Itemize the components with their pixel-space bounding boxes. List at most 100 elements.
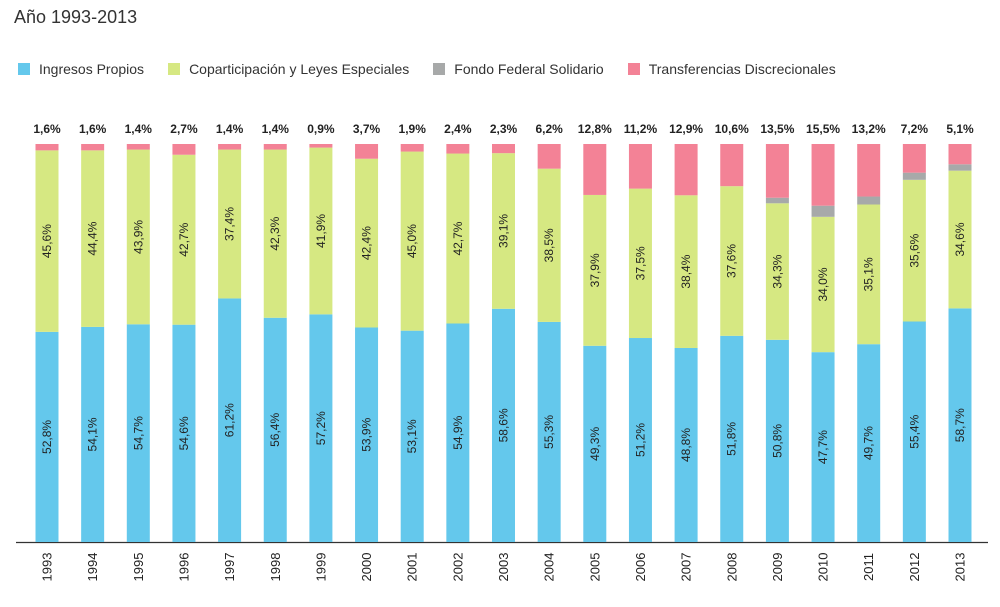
bar-segment-transferencias-discrecionales-2004 bbox=[537, 144, 561, 169]
bar-segment-transferencias-discrecionales-1996 bbox=[172, 144, 196, 155]
data-label-coparticipacion-y-leyes-especiales-1999: 41,9% bbox=[314, 214, 328, 248]
x-tick-label-2005: 2005 bbox=[587, 553, 602, 582]
x-tick-label-2013: 2013 bbox=[953, 553, 968, 582]
data-label-coparticipacion-y-leyes-especiales-1997: 37,4% bbox=[223, 207, 237, 241]
data-label-coparticipacion-y-leyes-especiales-2008: 37,6% bbox=[725, 244, 739, 278]
data-label-ingresos-propios-2001: 53,1% bbox=[405, 419, 419, 453]
bar-segment-coparticipacion-y-leyes-especiales-2000 bbox=[355, 158, 379, 328]
top-label-2010: 15,5% bbox=[806, 122, 840, 136]
bar-segment-ingresos-propios-2004 bbox=[537, 321, 561, 542]
bar-segment-coparticipacion-y-leyes-especiales-1995 bbox=[126, 149, 150, 325]
bar-segment-coparticipacion-y-leyes-especiales-2007 bbox=[674, 195, 698, 348]
data-label-coparticipacion-y-leyes-especiales-1995: 43,9% bbox=[131, 220, 145, 254]
bar-segment-ingresos-propios-2009 bbox=[765, 339, 789, 542]
legend-item-ingresos-propios: Ingresos Propios bbox=[18, 61, 144, 77]
x-tick-label-2000: 2000 bbox=[359, 553, 374, 582]
bar-segment-coparticipacion-y-leyes-especiales-2013 bbox=[948, 170, 972, 309]
data-label-coparticipacion-y-leyes-especiales-2006: 37,5% bbox=[633, 246, 647, 280]
data-label-coparticipacion-y-leyes-especiales-2010: 34,0% bbox=[816, 267, 830, 301]
bar-segment-coparticipacion-y-leyes-especiales-1996 bbox=[172, 154, 196, 325]
bar-segment-fondo-federal-solidario-2013 bbox=[948, 164, 972, 171]
data-label-ingresos-propios-2012: 55,4% bbox=[907, 414, 921, 448]
bar-segment-ingresos-propios-1996 bbox=[172, 324, 196, 542]
x-tick-label-2010: 2010 bbox=[816, 553, 831, 582]
top-label-1994: 1,6% bbox=[79, 122, 107, 136]
bar-segment-transferencias-discrecionales-1993 bbox=[35, 144, 59, 151]
x-tick-label-2009: 2009 bbox=[770, 553, 785, 582]
chart-title: Año 1993-2013 bbox=[14, 7, 138, 27]
x-tick-label-1997: 1997 bbox=[222, 553, 237, 582]
bar-segment-coparticipacion-y-leyes-especiales-2001 bbox=[400, 151, 424, 331]
data-label-ingresos-propios-1994: 54,1% bbox=[86, 417, 100, 451]
top-label-2005: 12,8% bbox=[578, 122, 612, 136]
bar-segment-transferencias-discrecionales-2013 bbox=[948, 144, 972, 165]
bar-segment-ingresos-propios-2006 bbox=[628, 338, 652, 542]
data-label-coparticipacion-y-leyes-especiales-2000: 42,4% bbox=[360, 226, 374, 260]
bar-segment-ingresos-propios-2000 bbox=[355, 327, 379, 542]
bar-segment-coparticipacion-y-leyes-especiales-2003 bbox=[492, 153, 515, 309]
bar-segment-transferencias-discrecionales-2010 bbox=[811, 144, 835, 206]
data-label-coparticipacion-y-leyes-especiales-1994: 44,4% bbox=[86, 221, 100, 255]
bar-segment-ingresos-propios-1999 bbox=[309, 314, 333, 542]
bar-segment-transferencias-discrecionales-1995 bbox=[126, 144, 150, 150]
data-label-coparticipacion-y-leyes-especiales-1993: 45,6% bbox=[40, 224, 54, 258]
bar-segment-ingresos-propios-1993 bbox=[35, 331, 59, 542]
x-tick-label-2012: 2012 bbox=[907, 553, 922, 582]
bar-segment-transferencias-discrecionales-2009 bbox=[765, 144, 789, 198]
top-label-2001: 1,9% bbox=[399, 122, 427, 136]
legend-swatch bbox=[168, 63, 181, 75]
bar-segment-transferencias-discrecionales-2002 bbox=[446, 144, 470, 154]
x-tick-label-1996: 1996 bbox=[176, 553, 191, 582]
top-label-1995: 1,4% bbox=[125, 122, 153, 136]
bar-segment-transferencias-discrecionales-2000 bbox=[355, 144, 379, 159]
x-tick-label-2004: 2004 bbox=[542, 553, 557, 582]
bar-segment-coparticipacion-y-leyes-especiales-2012 bbox=[902, 179, 926, 322]
data-label-ingresos-propios-2011: 49,7% bbox=[862, 426, 876, 460]
bar-segment-ingresos-propios-2011 bbox=[857, 344, 881, 542]
bar-segment-coparticipacion-y-leyes-especiales-2008 bbox=[720, 186, 744, 336]
x-tick-label-2002: 2002 bbox=[450, 553, 465, 582]
data-label-ingresos-propios-1997: 61,2% bbox=[223, 403, 237, 437]
data-label-coparticipacion-y-leyes-especiales-2009: 34,3% bbox=[770, 254, 784, 288]
legend-label: Fondo Federal Solidario bbox=[454, 61, 604, 77]
data-label-coparticipacion-y-leyes-especiales-2004: 38,5% bbox=[542, 228, 556, 262]
legend-label: Ingresos Propios bbox=[39, 61, 145, 77]
bar-segment-coparticipacion-y-leyes-especiales-2011 bbox=[857, 204, 881, 345]
top-label-1997: 1,4% bbox=[216, 122, 244, 136]
data-label-ingresos-propios-2006: 51,2% bbox=[633, 423, 647, 457]
bar-segment-fondo-federal-solidario-2009 bbox=[765, 197, 789, 204]
data-label-coparticipacion-y-leyes-especiales-1996: 42,7% bbox=[177, 222, 191, 256]
bar-segment-ingresos-propios-2005 bbox=[583, 345, 607, 542]
bar-segment-transferencias-discrecionales-2001 bbox=[400, 144, 424, 152]
data-label-coparticipacion-y-leyes-especiales-2012: 35,6% bbox=[907, 233, 921, 267]
x-tick-label-2007: 2007 bbox=[679, 553, 694, 582]
legend-item-fondo-federal-solidario: Fondo Federal Solidario bbox=[433, 61, 604, 77]
bar-segment-ingresos-propios-1995 bbox=[126, 324, 150, 542]
bar-segment-transferencias-discrecionales-2012 bbox=[902, 144, 926, 173]
x-tick-label-1993: 1993 bbox=[40, 553, 55, 582]
x-tick-label-1998: 1998 bbox=[268, 553, 283, 582]
top-label-2007: 12,9% bbox=[669, 122, 703, 136]
x-tick-label-2003: 2003 bbox=[496, 553, 511, 582]
top-label-2008: 10,6% bbox=[715, 122, 749, 136]
legend-swatch bbox=[433, 63, 446, 75]
bar-segment-ingresos-propios-2007 bbox=[674, 347, 698, 542]
data-label-coparticipacion-y-leyes-especiales-2001: 45,0% bbox=[405, 224, 419, 258]
bar-segment-coparticipacion-y-leyes-especiales-2006 bbox=[628, 188, 652, 339]
legend-item-transferencias-discrecionales: Transferencias Discrecionales bbox=[627, 61, 836, 77]
bar-segment-coparticipacion-y-leyes-especiales-2004 bbox=[537, 168, 561, 322]
bar-segment-ingresos-propios-2003 bbox=[492, 308, 515, 542]
data-label-coparticipacion-y-leyes-especiales-2003: 39,1% bbox=[497, 214, 511, 248]
x-tick-label-1994: 1994 bbox=[85, 553, 100, 582]
bar-segment-coparticipacion-y-leyes-especiales-2010 bbox=[811, 216, 835, 353]
top-label-2009: 13,5% bbox=[760, 122, 794, 136]
data-label-coparticipacion-y-leyes-especiales-2013: 34,6% bbox=[953, 222, 967, 256]
data-label-coparticipacion-y-leyes-especiales-2011: 35,1% bbox=[862, 257, 876, 291]
bar-segment-ingresos-propios-1997 bbox=[218, 298, 242, 542]
data-label-ingresos-propios-2008: 51,8% bbox=[725, 422, 739, 456]
legend-item-coparticipacion-y-leyes-especiales: Coparticipación y Leyes Especiales bbox=[168, 61, 409, 77]
bar-segment-transferencias-discrecionales-1997 bbox=[218, 144, 242, 150]
bar-segment-ingresos-propios-1998 bbox=[263, 317, 287, 542]
data-label-ingresos-propios-1999: 57,2% bbox=[314, 411, 328, 445]
